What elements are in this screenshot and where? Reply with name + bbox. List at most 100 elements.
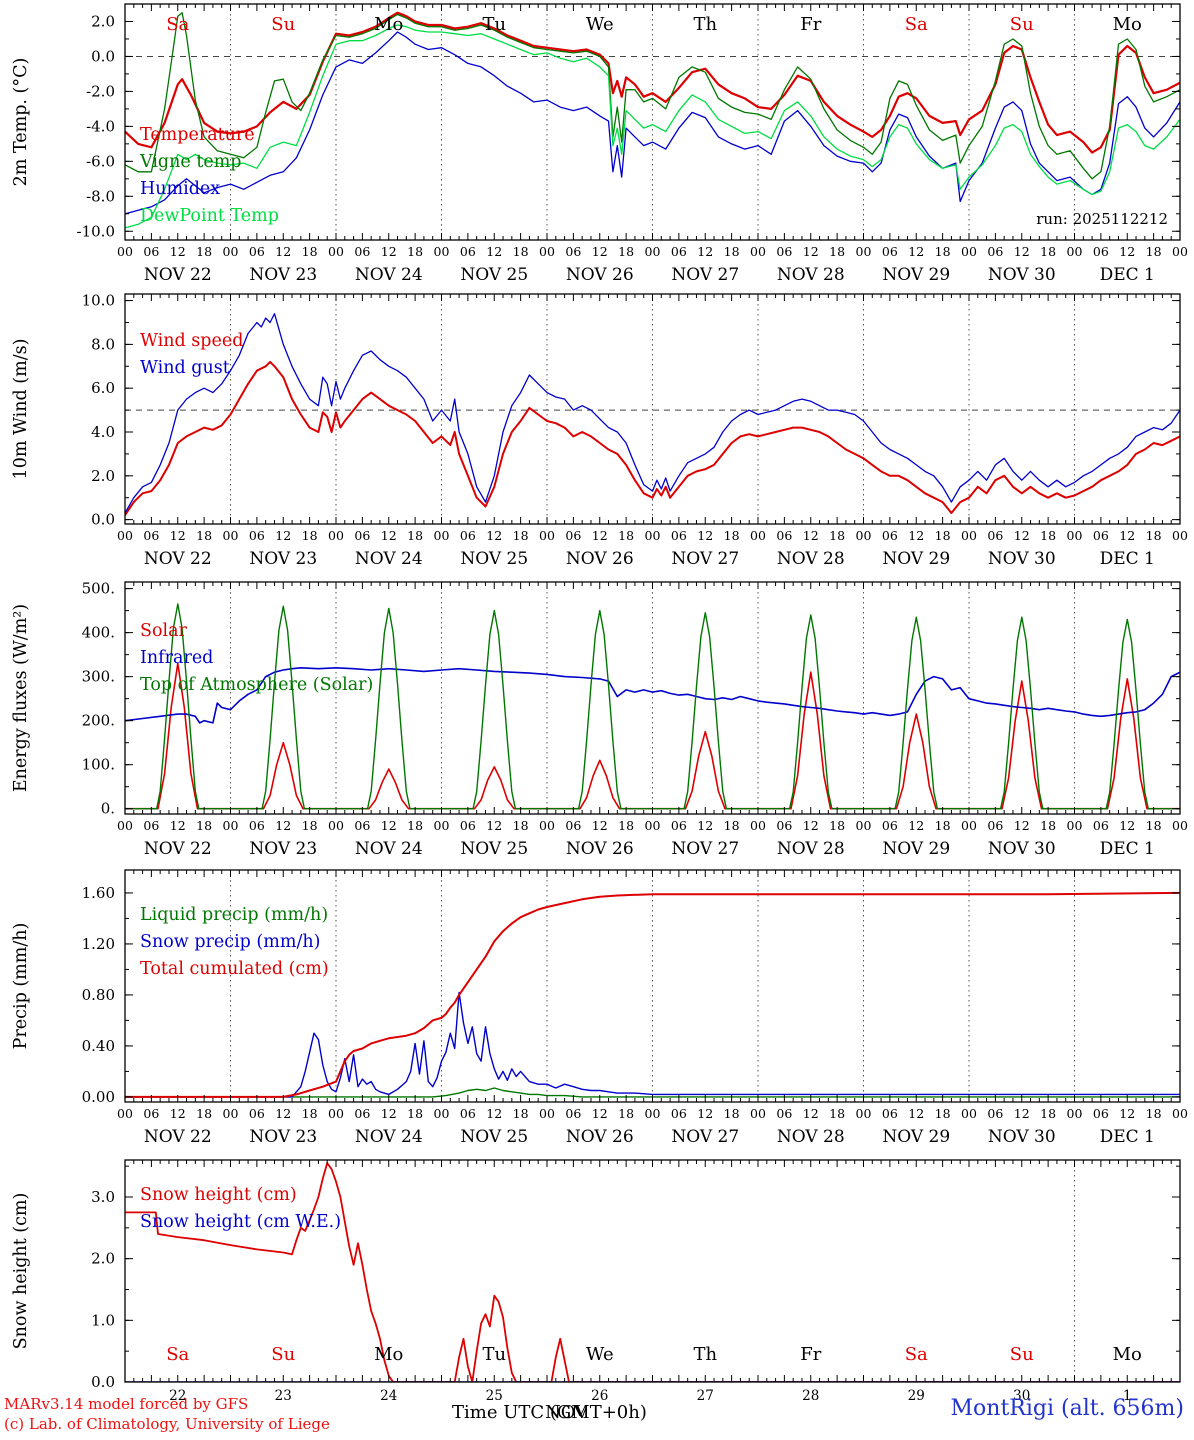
hour-label: 18 [513, 818, 529, 833]
date-label: NOV 27 [671, 1127, 739, 1147]
date-label: NOV 22 [144, 549, 212, 569]
hour-label: 12 [592, 528, 608, 543]
weekday-label: Sa [905, 14, 928, 35]
y-tick-label: 0.0 [91, 1373, 115, 1391]
weekday-label: Tu [482, 14, 506, 35]
weekday-label: Tu [482, 1344, 506, 1365]
hour-label: 18 [513, 1106, 529, 1121]
hour-label: 00 [856, 1106, 872, 1121]
hour-label: 06 [1093, 244, 1109, 259]
legend-total-cumulated-cm: Total cumulated (cm) [140, 959, 329, 979]
hour-label: 00 [539, 818, 555, 833]
hour-label: 18 [1040, 1106, 1056, 1121]
hour-label: 00 [1067, 818, 1083, 833]
hour-label: 18 [302, 244, 318, 259]
date-label: NOV 22 [144, 1127, 212, 1147]
y-axis-title: Snow height (cm) [11, 1193, 31, 1350]
hour-label: 18 [407, 1106, 423, 1121]
date-label: NOV 30 [988, 839, 1056, 859]
day-number-label: 22 [169, 1388, 186, 1402]
hour-label: 00 [539, 1106, 555, 1121]
hour-label: 12 [381, 528, 397, 543]
run-label: run: 2025112212 [1036, 210, 1168, 228]
hour-label: 12 [803, 244, 819, 259]
hour-label: 06 [249, 244, 265, 259]
date-label: NOV 28 [777, 549, 845, 569]
date-label: NOV 24 [355, 1127, 423, 1147]
hour-label: 00 [434, 818, 450, 833]
hour-label: 06 [460, 528, 476, 543]
month-label-overlap: NOV [545, 1402, 589, 1423]
station-label: MontRigi (alt. 656m) [950, 1396, 1185, 1421]
x-ticks [124, 4, 1181, 240]
hour-label: 18 [196, 244, 212, 259]
y-axis-title: 2m Temp. (°C) [11, 58, 31, 187]
x-ticks [124, 1160, 1181, 1382]
hour-label: 12 [170, 528, 186, 543]
x-tick-labels: 00 06 12 18 00 06 12 18 00 06 12 18 00 06 12 18 00 06 12 18… [117, 244, 1188, 285]
hour-label: 12 [486, 818, 502, 833]
hour-label: 12 [486, 244, 502, 259]
y-tick-label: -6.0 [86, 152, 115, 170]
series-lines [125, 891, 1180, 1098]
date-label: NOV 25 [460, 549, 528, 569]
hour-label: 18 [1040, 818, 1056, 833]
hour-label: 06 [460, 1106, 476, 1121]
day-number-label: 1 [1123, 1388, 1132, 1402]
day-number-label: 24 [380, 1388, 397, 1402]
hour-label: 12 [908, 818, 924, 833]
day-number-label: 30 [1013, 1388, 1030, 1402]
date-label: NOV 24 [355, 265, 423, 285]
x-ticks [124, 582, 1181, 814]
hour-label: 06 [776, 528, 792, 543]
y-ticks: 500. 400. 300. 200. 100. 0. [82, 580, 1180, 818]
hour-label: 18 [724, 1106, 740, 1121]
hour-label: 18 [513, 528, 529, 543]
hour-label: 12 [1119, 528, 1135, 543]
model-credit: MARv3.14 model forced by GFS (c) Lab. of… [4, 1394, 330, 1434]
hour-label: 18 [196, 528, 212, 543]
panel-temperature: 2.00.0-2.0-4.0-6.0-8.0-10.000 06 12 18 00 06 1… [11, 3, 1188, 285]
hour-label: 00 [539, 528, 555, 543]
hour-label: 06 [354, 818, 370, 833]
date-label: NOV 28 [777, 839, 845, 859]
hour-label: 00 [750, 244, 766, 259]
hour-label: 12 [908, 244, 924, 259]
weekday-label: Mo [374, 14, 403, 35]
date-label: DEC 1 [1100, 265, 1155, 285]
y-tick-label: 400. [82, 624, 115, 642]
hour-label: 12 [697, 818, 713, 833]
date-label: NOV 23 [249, 549, 317, 569]
hour-label: 12 [908, 1106, 924, 1121]
hour-label: 06 [987, 818, 1003, 833]
series-total-cumulated-cm [125, 891, 1180, 1098]
y-tick-label: 0.0 [91, 47, 115, 65]
hour-label: 12 [1014, 528, 1030, 543]
hour-label: 18 [935, 244, 951, 259]
series-infrared [125, 667, 1180, 724]
hour-label: 00 [961, 818, 977, 833]
legend-temperature: Temperature [140, 125, 255, 145]
day-number-label: 26 [591, 1388, 608, 1402]
hour-label: 00 [223, 818, 239, 833]
hour-label: 00 [328, 244, 344, 259]
credit-line-1: MARv3.14 model forced by GFS [4, 1395, 249, 1413]
date-label: NOV 23 [249, 839, 317, 859]
series-snow-height-cm [125, 1162, 1180, 1382]
y-tick-label: -4.0 [86, 117, 115, 135]
y-tick-label: 10.0 [82, 292, 115, 310]
date-label: NOV 29 [882, 549, 950, 569]
date-label: DEC 1 [1100, 549, 1155, 569]
weekday-label: Su [271, 14, 295, 35]
y-tick-label: 2.0 [91, 1250, 115, 1268]
hour-label: 12 [803, 528, 819, 543]
panel-wind: 10.08.06.04.02.00.000 06 12 18 00 06 12 18 00 06 1… [11, 292, 1188, 569]
hour-label: 12 [275, 244, 291, 259]
y-tick-label: -10.0 [77, 222, 115, 240]
hour-label: 12 [381, 818, 397, 833]
date-label: NOV 22 [144, 839, 212, 859]
y-tick-label: 1.0 [91, 1311, 115, 1329]
hour-label: 06 [565, 528, 581, 543]
hour-label: 00 [328, 528, 344, 543]
hour-label: 12 [592, 818, 608, 833]
